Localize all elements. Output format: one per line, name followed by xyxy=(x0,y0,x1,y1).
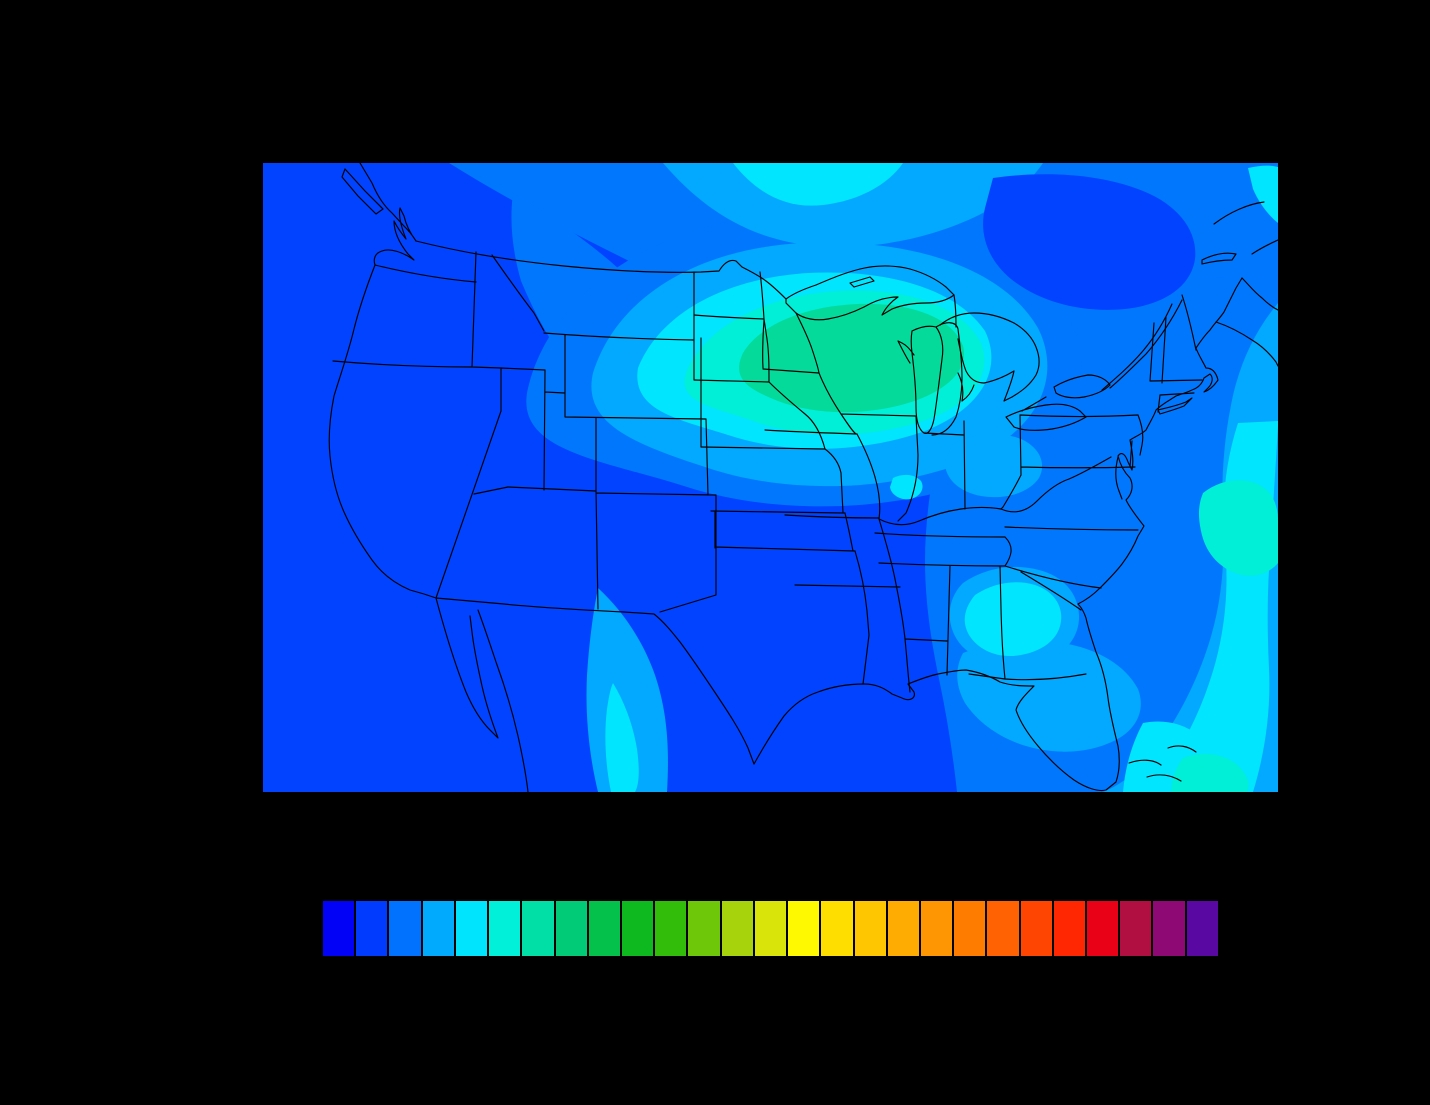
colorbar-segment xyxy=(553,901,587,956)
us-canada-border xyxy=(415,240,787,300)
colorbar-segment xyxy=(1085,901,1119,956)
contour-cyan-mississippi-sliver xyxy=(890,474,923,500)
colorbar-segment xyxy=(1184,901,1218,956)
map-panel xyxy=(263,163,1278,792)
baja-gulf-california-coastline xyxy=(435,597,529,792)
bahamas-islands-outlines xyxy=(1128,745,1197,782)
colorbar-segment xyxy=(1051,901,1086,956)
colorbar-segment xyxy=(619,901,654,956)
lake-michigan-and-mitten-outline xyxy=(897,322,975,436)
pacific-coastline xyxy=(328,163,437,599)
lake-superior-outline xyxy=(785,265,955,321)
midwest-south-state-borders xyxy=(762,312,1102,693)
colorbar-segment xyxy=(323,901,355,956)
colorbar-segment xyxy=(885,901,919,956)
colorbar-segment xyxy=(852,901,886,956)
long-island-outline xyxy=(1157,397,1193,415)
colorbar-segment xyxy=(1151,901,1185,956)
canada-maritimes-st-lawrence xyxy=(1101,201,1278,391)
colorbar-segment xyxy=(453,901,488,956)
contour-cyan-riogrande-core xyxy=(605,683,639,792)
atlantic-coastline xyxy=(1077,277,1243,605)
us-mexico-border xyxy=(435,597,755,765)
colorbar xyxy=(323,901,1218,956)
plains-state-borders xyxy=(693,271,870,685)
colorbar-segment xyxy=(686,901,720,956)
us-contour-map xyxy=(263,163,1278,792)
colorbar-segment xyxy=(487,901,521,956)
lake-huron-outline xyxy=(939,294,1040,402)
contour-green-maximum-wisconsin xyxy=(739,303,965,413)
colorbar-segment xyxy=(786,901,820,956)
colorbar-segment xyxy=(918,901,953,956)
eastern-state-borders xyxy=(1000,294,1203,531)
contour-turquoise-bahamas xyxy=(1171,753,1249,792)
gulf-coastline xyxy=(753,603,1120,792)
colorbar-segment xyxy=(1118,901,1152,956)
contour-cyan-top-sliver xyxy=(733,163,903,206)
colorbar-segment xyxy=(985,901,1019,956)
contour-fills xyxy=(449,163,1278,792)
vancouver-island-outline xyxy=(341,168,384,215)
contour-cyan-topright-sliver xyxy=(1248,165,1278,223)
contour-base-quebec-blob xyxy=(983,174,1196,310)
colorbar-segment xyxy=(354,901,388,956)
colorbar-segment xyxy=(952,901,986,956)
colorbar-segment xyxy=(586,901,620,956)
colorbar-segment xyxy=(752,901,787,956)
contour-turquoise-offshore-carolinas xyxy=(1198,480,1278,576)
colorbar-segment xyxy=(653,901,687,956)
contour-sky-gulf-band xyxy=(957,640,1141,752)
colorbar-segment xyxy=(1018,901,1052,956)
colorbar-segment xyxy=(520,901,554,956)
map-linework xyxy=(328,163,1278,792)
colorbar-segment xyxy=(719,901,753,956)
colorbar-segment xyxy=(387,901,421,956)
contour-cyan-georgia-core xyxy=(964,582,1062,657)
colorbar-segment xyxy=(819,901,853,956)
western-state-borders xyxy=(332,251,717,613)
colorbar-segment xyxy=(420,901,454,956)
